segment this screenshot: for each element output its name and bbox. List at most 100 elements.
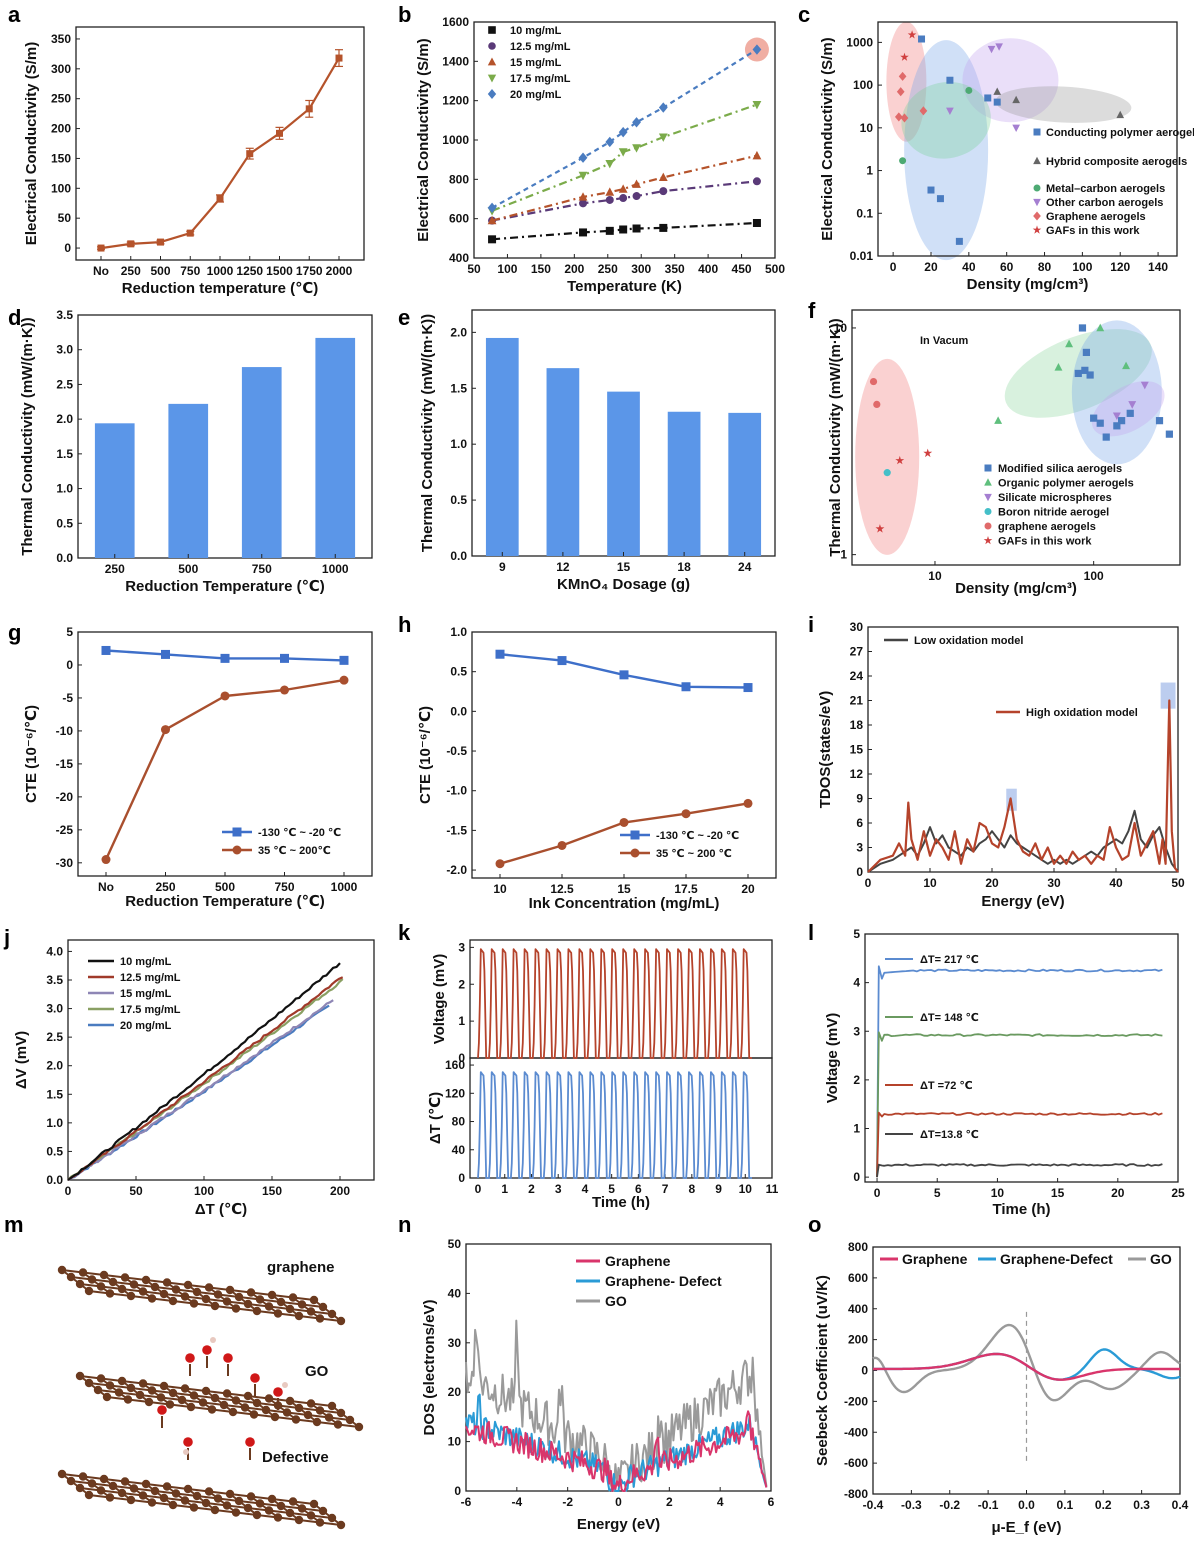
f-x-tick-label: 100 bbox=[1084, 569, 1104, 583]
g-data-point bbox=[280, 685, 289, 695]
m-label-go: GO bbox=[305, 1363, 329, 1380]
carbon-atom bbox=[231, 1396, 241, 1405]
j-y-tick-label: 1.0 bbox=[46, 1116, 63, 1130]
c-data-point bbox=[993, 87, 1002, 95]
i-x-tick-label: 20 bbox=[985, 876, 999, 890]
d-y-tick-label: 0.5 bbox=[56, 516, 73, 530]
g-data-point bbox=[220, 653, 230, 663]
carbon-atom bbox=[318, 1506, 328, 1516]
b-data-point bbox=[659, 187, 668, 196]
m-label-defective: Defective bbox=[262, 1449, 329, 1466]
l-y-axis-label: Voltage (mV) bbox=[824, 1013, 841, 1104]
f-region-ellipse bbox=[1071, 320, 1162, 465]
j-legend-label: 20 mg/mL bbox=[120, 1020, 172, 1032]
n-legend-label: Graphene- Defect bbox=[605, 1273, 722, 1289]
k-voltage-trace bbox=[477, 948, 752, 1059]
c-x-tick-label: 140 bbox=[1148, 260, 1168, 274]
panel-label-b: b bbox=[398, 2, 411, 27]
h-y-tick-label: -1.0 bbox=[446, 784, 467, 798]
o-y-tick-label: 800 bbox=[848, 1240, 868, 1254]
a-x-tick-label: 1500 bbox=[266, 264, 293, 278]
panel-label-j: j bbox=[3, 925, 10, 950]
c-data-point bbox=[919, 106, 928, 116]
d-bar bbox=[94, 423, 135, 558]
n-x-tick-label: -4 bbox=[511, 1495, 522, 1509]
c-x-tick-label: 0 bbox=[890, 260, 897, 274]
l-y-tick-label: 5 bbox=[853, 927, 860, 941]
f-legend-data-point bbox=[983, 536, 993, 545]
panel-label-e: e bbox=[398, 305, 410, 330]
d-y-tick-label: 0.0 bbox=[56, 551, 73, 565]
e-y-tick-label: 0.5 bbox=[450, 493, 467, 507]
oxygen-atom bbox=[185, 1353, 195, 1363]
i-x-tick-label: 0 bbox=[865, 876, 872, 890]
carbon-atom bbox=[315, 1314, 325, 1323]
f-data-point bbox=[994, 416, 1003, 424]
carbon-atom bbox=[117, 1488, 127, 1498]
d-bar bbox=[241, 367, 282, 558]
k-x-tick-label: 7 bbox=[662, 1182, 669, 1196]
a-y-tick-label: 250 bbox=[51, 92, 71, 106]
o-x-tick-label: 0.4 bbox=[1172, 1498, 1189, 1512]
b-legend-label: 12.5 mg/mL bbox=[510, 41, 571, 53]
carbon-atom bbox=[294, 1403, 304, 1413]
g-x-tick-label: 750 bbox=[274, 880, 294, 894]
carbon-atom bbox=[273, 1309, 283, 1318]
h-x-tick-label: 15 bbox=[617, 882, 631, 896]
carbon-atom bbox=[201, 1386, 211, 1396]
e-x-tick-label: 12 bbox=[556, 560, 570, 574]
carbon-atom bbox=[234, 1496, 244, 1506]
a-x-tick-label: 1000 bbox=[207, 264, 234, 278]
a-data-point bbox=[335, 54, 343, 62]
n-y-tick-label: 40 bbox=[448, 1286, 462, 1300]
b-legend-label: 15 mg/mL bbox=[510, 57, 562, 69]
j-series-line bbox=[67, 962, 341, 1181]
c-data-point bbox=[995, 43, 1003, 51]
i-y-axis-label: TDOS(states/eV) bbox=[817, 691, 834, 809]
carbon-atom bbox=[168, 1296, 178, 1306]
carbon-atom bbox=[168, 1500, 178, 1510]
c-data-point bbox=[993, 98, 1001, 106]
h-x-axis-label: Ink Concentration (mg/mL) bbox=[529, 895, 720, 912]
carbon-atom bbox=[336, 1316, 346, 1326]
d-bar bbox=[168, 403, 209, 558]
n-y-tick-label: 0 bbox=[454, 1484, 461, 1498]
g-data-point bbox=[161, 649, 170, 659]
carbon-atom bbox=[264, 1506, 274, 1515]
c-x-tick-label: 40 bbox=[962, 260, 976, 274]
c-data-point bbox=[894, 112, 903, 122]
h-y-tick-label: -0.5 bbox=[446, 744, 467, 758]
h-data-point bbox=[557, 840, 567, 850]
h-y-tick-label: 0.5 bbox=[450, 665, 467, 679]
oxygen-atom bbox=[273, 1387, 283, 1397]
j-x-tick-label: 150 bbox=[262, 1184, 282, 1198]
e-bar bbox=[607, 391, 640, 556]
carbon-atom bbox=[219, 1400, 229, 1410]
j-x-axis-label: ΔT (℃) bbox=[195, 1201, 247, 1218]
e-bar bbox=[728, 412, 762, 556]
e-x-tick-label: 15 bbox=[617, 560, 631, 574]
i-y-tick-label: 24 bbox=[850, 669, 864, 683]
k-x-tick-label: 4 bbox=[582, 1182, 589, 1196]
oxygen-atom bbox=[250, 1373, 260, 1383]
f-data-point bbox=[1074, 369, 1082, 378]
carbon-atom bbox=[78, 1268, 88, 1277]
g-data-point bbox=[339, 675, 349, 685]
g-y-tick-label: -10 bbox=[56, 724, 74, 738]
carbon-atom bbox=[270, 1412, 280, 1422]
carbon-atom bbox=[126, 1383, 136, 1393]
carbon-atom bbox=[201, 1294, 211, 1304]
carbon-atom bbox=[66, 1272, 76, 1282]
o-y-tick-label: -400 bbox=[844, 1425, 868, 1439]
a-series-line bbox=[100, 57, 340, 250]
carbon-atom bbox=[189, 1299, 199, 1308]
g-y-tick-label: -15 bbox=[56, 757, 74, 771]
h-y-tick-label: 1.0 bbox=[450, 625, 467, 639]
i-x-tick-label: 10 bbox=[923, 876, 937, 890]
carbon-atom bbox=[117, 1376, 127, 1386]
carbon-atom bbox=[207, 1405, 217, 1414]
g-data-point bbox=[101, 855, 111, 865]
carbon-atom bbox=[87, 1275, 97, 1284]
carbon-atom bbox=[309, 1295, 319, 1305]
h-data-point bbox=[681, 682, 691, 692]
